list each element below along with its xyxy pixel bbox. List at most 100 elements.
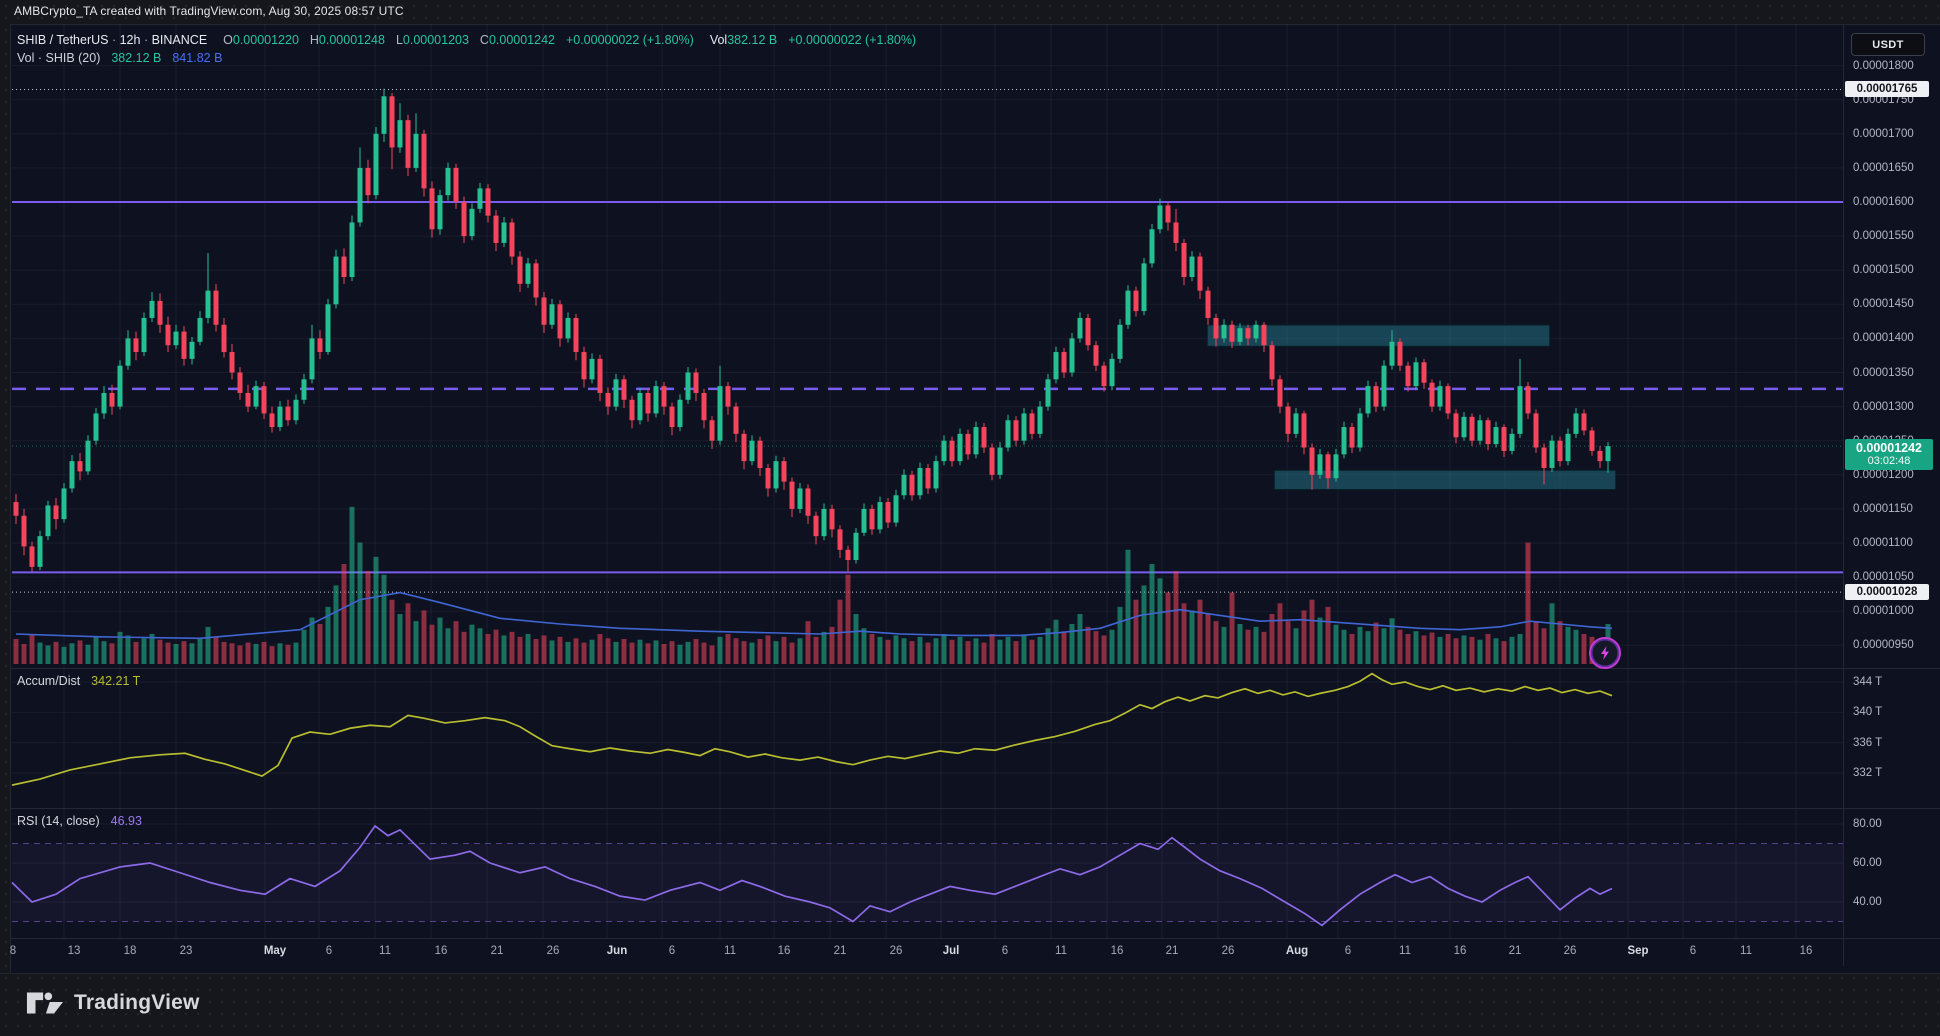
price-axis-label: 0.00001350 (1853, 366, 1914, 379)
time-axis-label: 26 (1221, 945, 1235, 957)
time-axis-label: 21 (490, 945, 504, 957)
lightning-button[interactable] (1589, 637, 1621, 669)
close-value: 0.00001242 (488, 33, 555, 47)
bar-countdown: 03:02:48 (1867, 455, 1911, 467)
time-axis-label: 8 (10, 945, 17, 957)
price-axis-label: 0.00001450 (1853, 298, 1914, 311)
time-axis-label: 11 (1055, 945, 1067, 957)
time-axis-label: 16 (777, 945, 791, 957)
high-letter: H (309, 33, 319, 47)
vol-change-value: +0.00000022 (+1.80%) (788, 33, 917, 47)
price-axis-label: 0.00001300 (1853, 400, 1914, 413)
vol-value: 382.12 B (727, 33, 778, 47)
price-axis-label: 0.00001700 (1853, 127, 1914, 140)
price-axis-label: 0.00001400 (1853, 332, 1914, 345)
interval-label: 12h (119, 33, 141, 47)
high-price-marker: 0.00001765 (1845, 81, 1929, 98)
open-letter: O (223, 33, 233, 47)
time-axis-label: 6 (1001, 945, 1009, 957)
pane-separator[interactable] (10, 808, 1940, 809)
current-price-label: 0.00001242 03:02:48 (1845, 439, 1933, 470)
price-axis-label: 0.00001050 (1853, 571, 1914, 584)
current-price-value: 0.00001242 (1855, 441, 1923, 455)
time-axis-label: 16 (1110, 945, 1124, 957)
price-axis-label: 0.00001100 (1853, 537, 1913, 549)
symbol-legend[interactable]: SHIB / TetherUS · 12h · BINANCE O0.00001… (17, 33, 917, 47)
watermark-text: AMBCrypto_TA created with TradingView.co… (14, 4, 404, 18)
tradingview-logo-text: TradingView (74, 991, 200, 1014)
accum-dist-axis-label: 344 T (1853, 676, 1883, 688)
time-axis-label: 11 (1740, 945, 1752, 957)
time-axis-label: 6 (325, 945, 333, 957)
vol-letter: Vol (709, 33, 728, 47)
bottom-toolbar: TradingView (0, 973, 1940, 1036)
time-axis-label: Jun (606, 945, 628, 957)
time-axis-label: 21 (1165, 945, 1179, 957)
time-axis-label: 6 (1689, 945, 1697, 957)
rsi-axis-label: 60.00 (1853, 857, 1882, 869)
change-value: +0.00000022 (+1.80%) (565, 33, 694, 47)
currency-toggle-button[interactable]: USDT (1851, 33, 1925, 56)
rsi-value: 46.93 (110, 814, 142, 828)
time-axis-label: Aug (1285, 945, 1309, 957)
rsi-legend[interactable]: RSI (14, close) 46.93 (17, 814, 142, 828)
price-axis-separator (1843, 24, 1844, 966)
accum-dist-value: 342.21 T (91, 674, 141, 688)
price-axis-label: 0.00001000 (1853, 605, 1914, 618)
vol-ma2-value: 841.82 B (172, 51, 223, 65)
low-price-marker: 0.00001028 (1845, 584, 1929, 601)
tradingview-logo-icon (26, 992, 64, 1014)
vol-ma1-value: 382.12 B (111, 51, 162, 65)
time-axis-label: 11 (379, 945, 391, 957)
time-axis-label: 13 (67, 945, 81, 957)
accum-dist-axis-label: 336 T (1853, 736, 1883, 749)
exchange-label: BINANCE (151, 33, 208, 47)
time-axis-label: 26 (889, 945, 903, 957)
price-axis-label: 0.00001800 (1853, 59, 1914, 72)
time-axis-label: 23 (179, 945, 193, 957)
time-axis[interactable]: 8 13 18 23 May 6 11 16 21 26 Jun 6 11 16 21 26 Jul 6 11 16 2… (10, 939, 1843, 966)
low-value: 0.00001203 (402, 33, 469, 47)
time-axis-label: 21 (1508, 945, 1522, 957)
time-axis-label: 16 (1453, 945, 1467, 957)
time-axis-label: May (263, 945, 287, 957)
tradingview-logo[interactable]: TradingView (26, 990, 200, 1016)
rsi-axis-label: 80.00 (1853, 818, 1882, 830)
time-axis-label: 6 (668, 945, 676, 957)
close-letter: C (479, 33, 489, 47)
symbol-title: SHIB / TetherUS (17, 33, 109, 47)
time-axis-label: 11 (724, 945, 736, 957)
high-value: 0.00001248 (318, 33, 385, 47)
price-axis[interactable]: 0.00001800 0.00001750 0.00001700 0.00001650… (1843, 24, 1940, 938)
time-axis-label: Jul (942, 945, 960, 957)
time-axis-label: 18 (123, 945, 137, 957)
price-axis-label: 0.00001550 (1853, 230, 1914, 243)
rsi-label: RSI (14, close) (17, 814, 100, 828)
price-axis-label: 0.00001600 (1853, 196, 1914, 208)
price-axis-label: 0.00001200 (1853, 468, 1914, 481)
chart-area[interactable] (10, 24, 1940, 973)
lightning-icon (1601, 646, 1609, 660)
time-axis-label: Sep (1627, 945, 1649, 957)
price-axis-label: 0.00001650 (1853, 161, 1914, 174)
pane-separator (10, 938, 1940, 939)
pane-separator[interactable] (10, 668, 1940, 669)
accum-dist-axis-label: 340 T (1853, 706, 1883, 719)
time-axis-label: 16 (434, 945, 448, 957)
time-axis-label: 16 (1799, 945, 1813, 957)
price-axis-label: 0.00001500 (1853, 264, 1914, 277)
accum-dist-label: Accum/Dist (17, 674, 81, 688)
volume-indicator-legend[interactable]: Vol · SHIB (20) 382.12 B 841.82 B (17, 51, 222, 65)
low-letter: L (395, 33, 403, 47)
accum-dist-legend[interactable]: Accum/Dist 342.21 T (17, 674, 140, 688)
accum-dist-axis-label: 332 T (1853, 766, 1883, 779)
open-value: 0.00001220 (232, 33, 299, 47)
time-axis-label: 26 (1563, 945, 1577, 957)
time-axis-label: 26 (546, 945, 560, 957)
price-axis-label: 0.00001150 (1853, 502, 1913, 515)
vol-indicator-label: Vol · SHIB (20) (17, 51, 101, 65)
rsi-axis-label: 40.00 (1853, 896, 1882, 908)
time-axis-label: 21 (833, 945, 847, 957)
time-axis-label: 6 (1344, 945, 1352, 957)
